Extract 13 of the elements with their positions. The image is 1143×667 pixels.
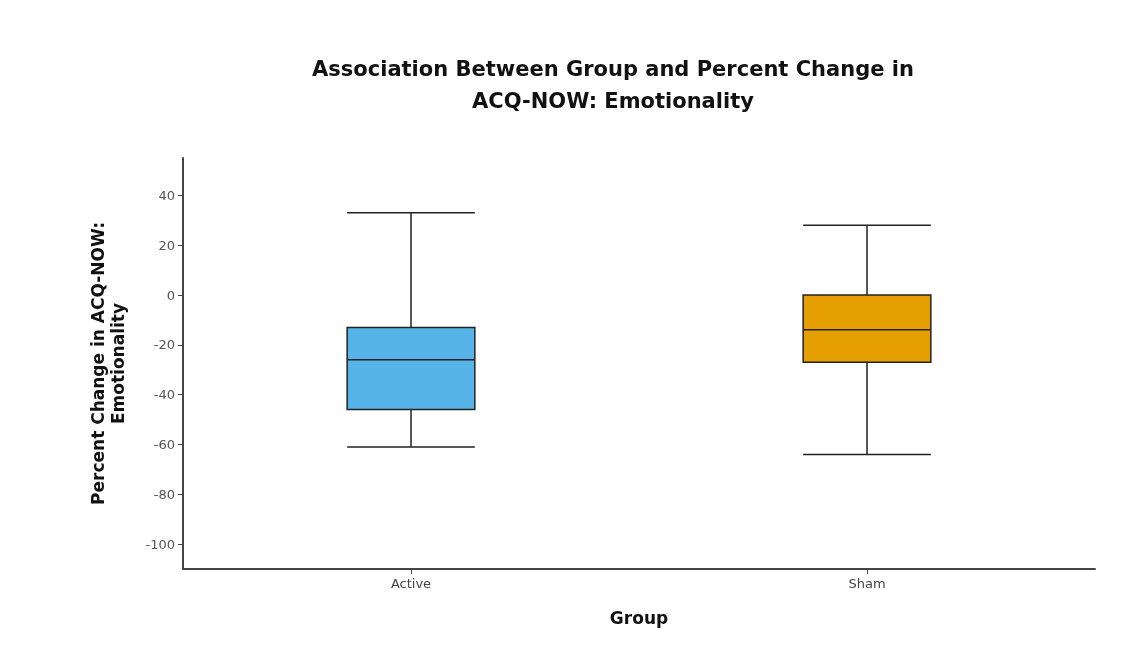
- y-tick-label: 0: [166, 287, 175, 303]
- y-tick-label: -40: [153, 387, 175, 403]
- y-tick-label: -20: [153, 337, 175, 353]
- y-axis-title: Percent Change in ACQ-NOW: Emotionality: [88, 222, 128, 505]
- y-tick-label: 20: [158, 237, 175, 253]
- y-tick-label: -80: [153, 486, 175, 502]
- chart-title: Association Between Group and Percent Change in ACQ-NOW: Emotionality: [312, 57, 914, 113]
- x-tick-label: Active: [390, 576, 432, 591]
- y-tick-label: -60: [153, 436, 175, 452]
- y-tick-label: 40: [158, 187, 175, 203]
- y-tick-label: -100: [145, 536, 175, 552]
- x-axis-title: Group: [609, 607, 669, 628]
- x-tick-label: Sham: [848, 576, 886, 591]
